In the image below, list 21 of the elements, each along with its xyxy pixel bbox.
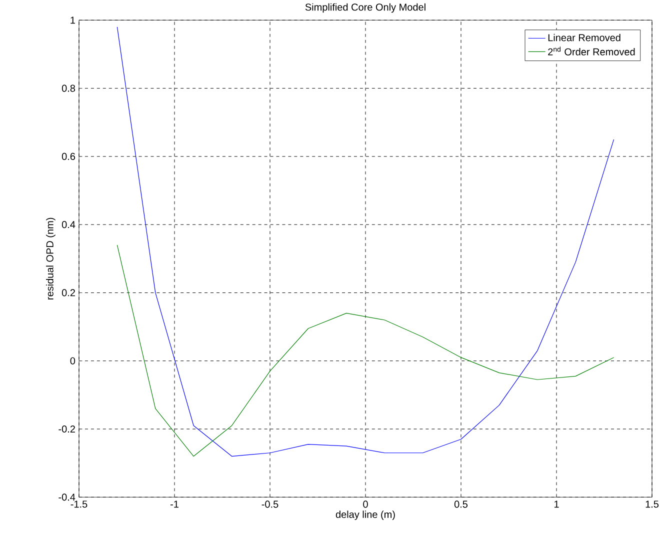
y-tick-label: -0.4 bbox=[58, 494, 76, 501]
y-tick-label: -0.2 bbox=[58, 425, 75, 432]
y-tick-label: 0.8 bbox=[62, 84, 76, 92]
x-tick-label: 1 bbox=[554, 500, 559, 508]
chart-title: Simplified Core Only Model bbox=[305, 3, 426, 13]
x-axis-title: delay line (m) bbox=[336, 510, 395, 520]
y-axis-title: residual OPD (nm) bbox=[46, 218, 56, 300]
x-tick-label: -1 bbox=[170, 500, 178, 508]
legend-label: Linear Removed bbox=[548, 34, 620, 42]
legend-label: 2$^{nd}$ Order Removed bbox=[548, 46, 635, 56]
line-series bbox=[116, 244, 614, 456]
y-tick-label: 0.4 bbox=[62, 220, 76, 228]
x-tick-label: 1.5 bbox=[646, 500, 659, 508]
y-tick-label: 0 bbox=[70, 357, 76, 364]
y-tick-label: 0.6 bbox=[62, 152, 76, 160]
y-tick-label: 0.2 bbox=[62, 289, 75, 296]
y-tick-label: 1 bbox=[70, 16, 75, 24]
x-tick-label: -1.5 bbox=[70, 500, 88, 508]
x-tick-label: 0 bbox=[363, 500, 368, 508]
x-tick-label: 0.5 bbox=[454, 500, 468, 508]
x-tick-label: -0.5 bbox=[262, 500, 278, 508]
